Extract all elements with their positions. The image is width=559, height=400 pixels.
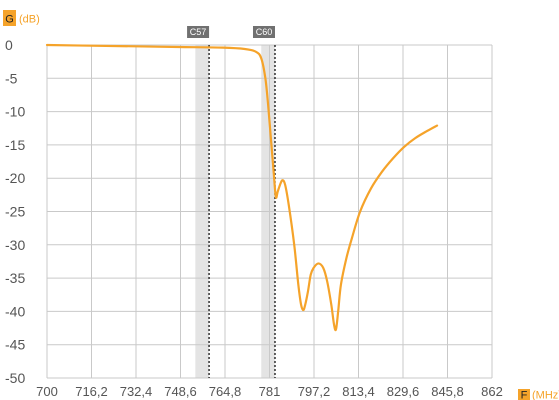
x-axis-letter: F xyxy=(521,390,528,400)
x-tick-label: 829,6 xyxy=(387,384,420,399)
x-tick-labels: 700 716,2 732,4 748,6 764,8 781 797,2 813,4 829,… xyxy=(36,384,503,399)
channel-badges: C57 C60 xyxy=(187,26,275,38)
y-tick-label: 0 xyxy=(5,37,13,53)
channel-badge-c57 xyxy=(187,26,210,38)
x-tick-label: 700 xyxy=(36,384,58,399)
series-layer xyxy=(45,43,439,332)
x-axis-letter-badge xyxy=(518,389,530,400)
x-tick-label: 813,4 xyxy=(342,384,375,399)
y-axis-title: G (dB) xyxy=(3,10,40,26)
y-tick-label: -35 xyxy=(5,270,25,286)
x-tick-label: 862 xyxy=(481,384,503,399)
x-tick-label: 845,8 xyxy=(431,384,464,399)
y-tick-label: -50 xyxy=(5,370,25,386)
y-tick-label: -10 xyxy=(5,104,25,120)
y-tick-label: -25 xyxy=(5,204,25,220)
y-tick-label: -5 xyxy=(5,70,18,86)
y-tick-label: -20 xyxy=(5,170,25,186)
channel-badge-label: C57 xyxy=(190,27,207,37)
x-axis-title: F (MHz) xyxy=(518,389,559,400)
channel-badge-c60 xyxy=(252,26,275,38)
x-tick-label: 748,6 xyxy=(164,384,197,399)
y-tick-labels: 0 -5 -10 -15 -20 -25 -30 -35 -40 -45 -50 xyxy=(5,37,25,386)
x-tick-label: 732,4 xyxy=(120,384,153,399)
channel-badge-label: C60 xyxy=(256,27,273,37)
x-tick-label: 781 xyxy=(259,384,281,399)
y-tick-label: -15 xyxy=(5,137,25,153)
y-tick-label: -30 xyxy=(5,237,25,253)
x-tick-label: 797,2 xyxy=(298,384,331,399)
y-tick-label: -40 xyxy=(5,303,25,319)
grid-lines xyxy=(46,44,493,379)
series-line-0 xyxy=(45,43,439,332)
y-axis-letter: G xyxy=(5,14,14,26)
channel-markers xyxy=(208,45,276,378)
y-axis-unit: (dB) xyxy=(19,14,40,26)
y-tick-label: -45 xyxy=(5,337,25,353)
x-tick-label: 764,8 xyxy=(209,384,242,399)
y-axis-letter-badge xyxy=(3,10,16,26)
x-axis-unit: (MHz) xyxy=(532,390,559,400)
x-tick-label: 716,2 xyxy=(75,384,108,399)
